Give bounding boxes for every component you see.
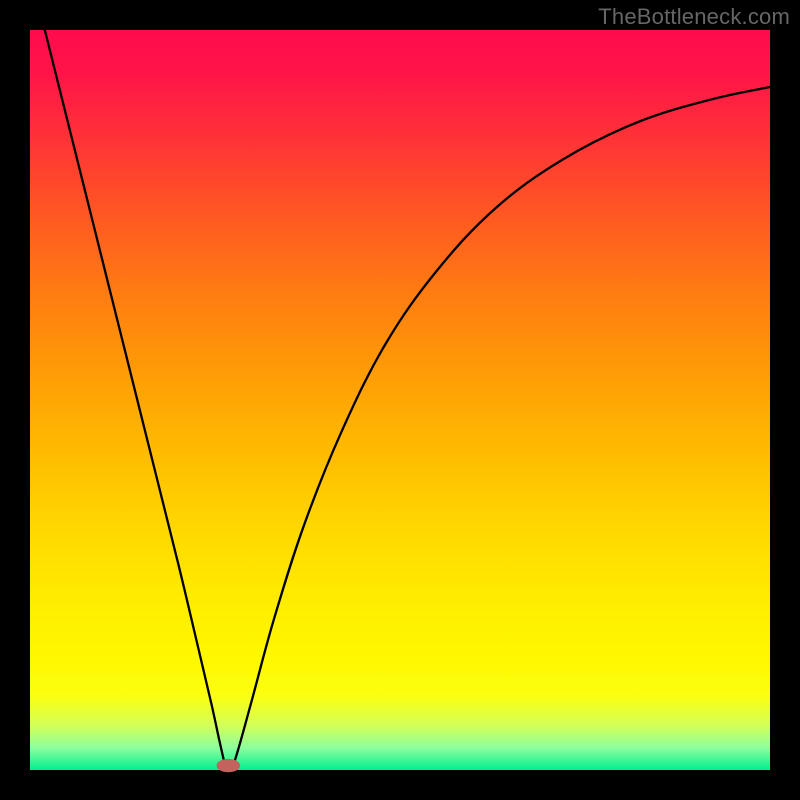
- chart-plot-area: [30, 30, 770, 770]
- watermark-text: TheBottleneck.com: [598, 4, 790, 30]
- optimal-point-marker: [216, 759, 240, 772]
- bottleneck-chart: [0, 0, 800, 800]
- chart-container: TheBottleneck.com: [0, 0, 800, 800]
